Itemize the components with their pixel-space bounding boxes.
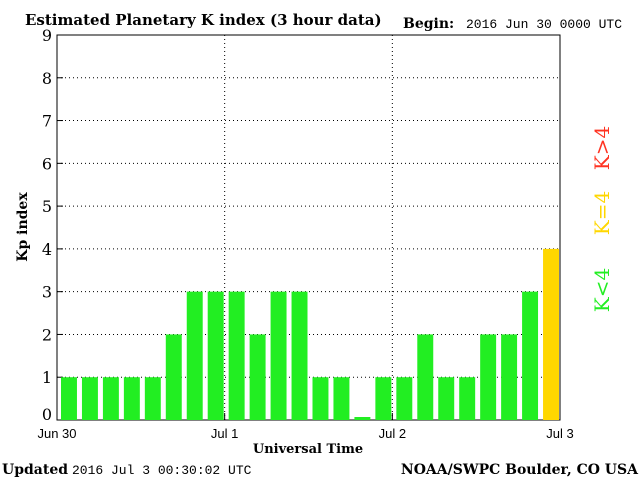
- kp-bar: [543, 248, 559, 420]
- kp-bar: [102, 377, 119, 420]
- bars: [61, 248, 559, 420]
- y-tick-label: 3: [42, 283, 52, 302]
- y-axis-label: Kp index: [15, 192, 31, 262]
- legend-high: K>4: [590, 126, 614, 170]
- kp-bar: [61, 377, 77, 420]
- y-tick-label: 9: [42, 26, 52, 45]
- kp-bar: [165, 334, 182, 420]
- kp-bar: [396, 377, 413, 420]
- kp-bar: [228, 291, 245, 420]
- y-tick-label: 4: [42, 240, 52, 259]
- updated-value: 2016 Jul 3 00:30:02 UTC: [72, 463, 252, 478]
- kp-bar: [438, 377, 455, 420]
- y-tick-label: 6: [42, 154, 52, 173]
- y-tick-label: 1: [42, 368, 52, 387]
- plot-area: [56, 34, 561, 421]
- x-tick-label: Jul 1: [211, 426, 238, 441]
- kp-bar: [480, 334, 497, 420]
- x-axis-label: Universal Time: [253, 442, 363, 457]
- y-tick-label: 7: [42, 112, 52, 131]
- y-tick-labels: 0 1 2 3 4 5 6 7 8 9: [42, 26, 52, 424]
- x-tick-labels: Jun 30 Jul 1 Jul 2 Jul 3: [37, 426, 573, 441]
- y-tick-label: 0: [42, 405, 52, 424]
- kp-bar: [186, 291, 203, 420]
- kp-bar: [144, 377, 161, 420]
- x-tick-label: Jul 2: [379, 426, 406, 441]
- kp-bar: [333, 377, 350, 420]
- kp-bar: [354, 417, 371, 420]
- kp-bar: [312, 377, 329, 420]
- kp-bar: [375, 377, 392, 420]
- kp-bar: [291, 291, 308, 420]
- legend-low: K<4: [590, 268, 614, 312]
- kp-bar: [270, 291, 287, 420]
- x-tick-label: Jul 3: [546, 426, 573, 441]
- begin-label: Begin:: [403, 16, 454, 32]
- kp-bar: [459, 377, 476, 420]
- kp-bar: [501, 334, 518, 420]
- legend-mid: K=4: [590, 191, 614, 235]
- begin-value: 2016 Jun 30 0000 UTC: [466, 17, 622, 32]
- kp-bar: [81, 377, 98, 420]
- kp-bar: [417, 334, 434, 420]
- kp-bar: [249, 334, 266, 420]
- source-credit: NOAA/SWPC Boulder, CO USA: [401, 462, 639, 478]
- kp-bar: [123, 377, 140, 420]
- y-tick-label: 5: [42, 197, 52, 216]
- kp-bar: [522, 291, 539, 420]
- kp-bar: [207, 291, 224, 420]
- y-tick-label: 8: [42, 69, 52, 88]
- y-tick-label: 2: [42, 325, 52, 344]
- updated-label: Updated: [2, 462, 68, 478]
- chart-title: Estimated Planetary K index (3 hour data…: [25, 11, 382, 29]
- x-tick-label: Jun 30: [37, 426, 76, 441]
